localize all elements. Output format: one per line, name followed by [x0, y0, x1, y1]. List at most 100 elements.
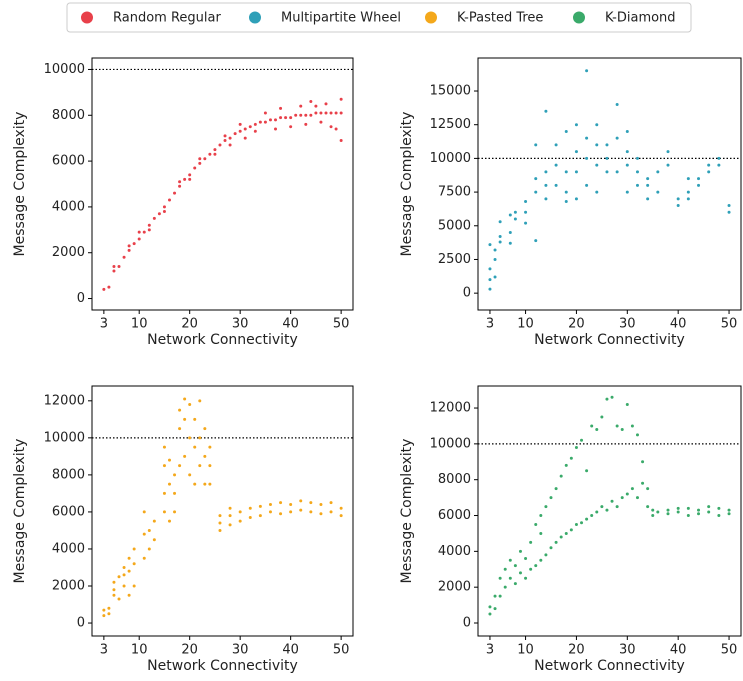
point: [299, 499, 303, 503]
y-tick-label: 4000: [438, 544, 471, 559]
y-tick-label: 8000: [438, 472, 471, 487]
point: [238, 122, 242, 126]
legend-label: K-Pasted Tree: [457, 11, 543, 26]
point: [524, 210, 528, 214]
point: [294, 113, 298, 117]
point: [248, 506, 252, 510]
point: [524, 557, 528, 561]
point: [646, 183, 650, 187]
point: [309, 510, 313, 514]
point: [198, 161, 202, 165]
point: [569, 528, 573, 532]
point: [162, 209, 166, 213]
point: [203, 482, 207, 486]
point: [717, 156, 721, 160]
point: [102, 287, 106, 291]
point: [218, 514, 222, 518]
point: [329, 111, 333, 115]
point: [188, 173, 192, 177]
point: [253, 122, 257, 126]
point: [137, 230, 141, 234]
point: [498, 240, 502, 244]
point: [339, 506, 343, 510]
plot-frame: [91, 57, 354, 311]
point: [198, 436, 202, 440]
point: [544, 553, 548, 557]
point: [127, 556, 131, 560]
point: [188, 436, 192, 440]
point: [524, 576, 528, 580]
point: [564, 129, 568, 133]
point: [152, 519, 156, 523]
point: [625, 163, 629, 167]
point: [284, 116, 288, 120]
point: [167, 458, 171, 462]
point: [564, 531, 568, 535]
point: [147, 228, 151, 232]
point: [173, 491, 177, 495]
point: [585, 469, 589, 473]
point: [498, 220, 502, 224]
point: [173, 191, 177, 195]
point: [595, 123, 599, 127]
point: [488, 278, 492, 282]
point: [147, 528, 151, 532]
point: [193, 417, 197, 421]
point: [188, 177, 192, 181]
x-tick-label: 10: [517, 643, 534, 658]
y-tick-label: 12000: [44, 393, 85, 408]
point: [498, 235, 502, 239]
point: [605, 508, 609, 512]
point: [508, 231, 512, 235]
point: [167, 482, 171, 486]
point: [503, 567, 507, 571]
point: [707, 505, 711, 509]
point: [580, 438, 584, 442]
y-tick-label: 2000: [52, 245, 85, 260]
y-tick-label: 0: [77, 291, 85, 306]
legend-box: [66, 2, 692, 33]
legend-label: Random Regular: [113, 11, 221, 26]
point: [122, 584, 126, 588]
point: [238, 129, 242, 133]
point: [646, 505, 650, 509]
point: [162, 205, 166, 209]
point: [569, 456, 573, 460]
point: [173, 510, 177, 514]
point: [539, 531, 543, 535]
point: [585, 136, 589, 140]
point: [534, 564, 538, 568]
point: [518, 571, 522, 575]
x-tick-label: 10: [131, 643, 148, 658]
x-tick-label: 10: [131, 317, 148, 332]
legend-marker: [81, 11, 93, 24]
point: [132, 547, 136, 551]
point: [228, 136, 232, 140]
point: [493, 594, 497, 598]
plot-frame: [477, 385, 742, 637]
point: [529, 540, 533, 544]
point: [309, 113, 313, 117]
point: [127, 593, 131, 597]
point: [324, 102, 328, 106]
point: [248, 515, 252, 519]
point: [488, 267, 492, 271]
point: [304, 113, 308, 117]
x-axis-label: Network Connectivity: [147, 658, 298, 674]
point: [188, 403, 192, 407]
point: [635, 170, 639, 174]
point: [518, 549, 522, 553]
point: [666, 150, 670, 154]
point: [107, 285, 111, 289]
y-tick-label: 15000: [430, 84, 471, 99]
point: [183, 454, 187, 458]
point: [605, 143, 609, 147]
legend-marker: [249, 11, 261, 24]
point: [605, 170, 609, 174]
point: [508, 576, 512, 580]
point: [117, 575, 121, 579]
point: [717, 506, 721, 510]
point: [574, 123, 578, 127]
point: [524, 200, 528, 204]
point: [635, 156, 639, 160]
